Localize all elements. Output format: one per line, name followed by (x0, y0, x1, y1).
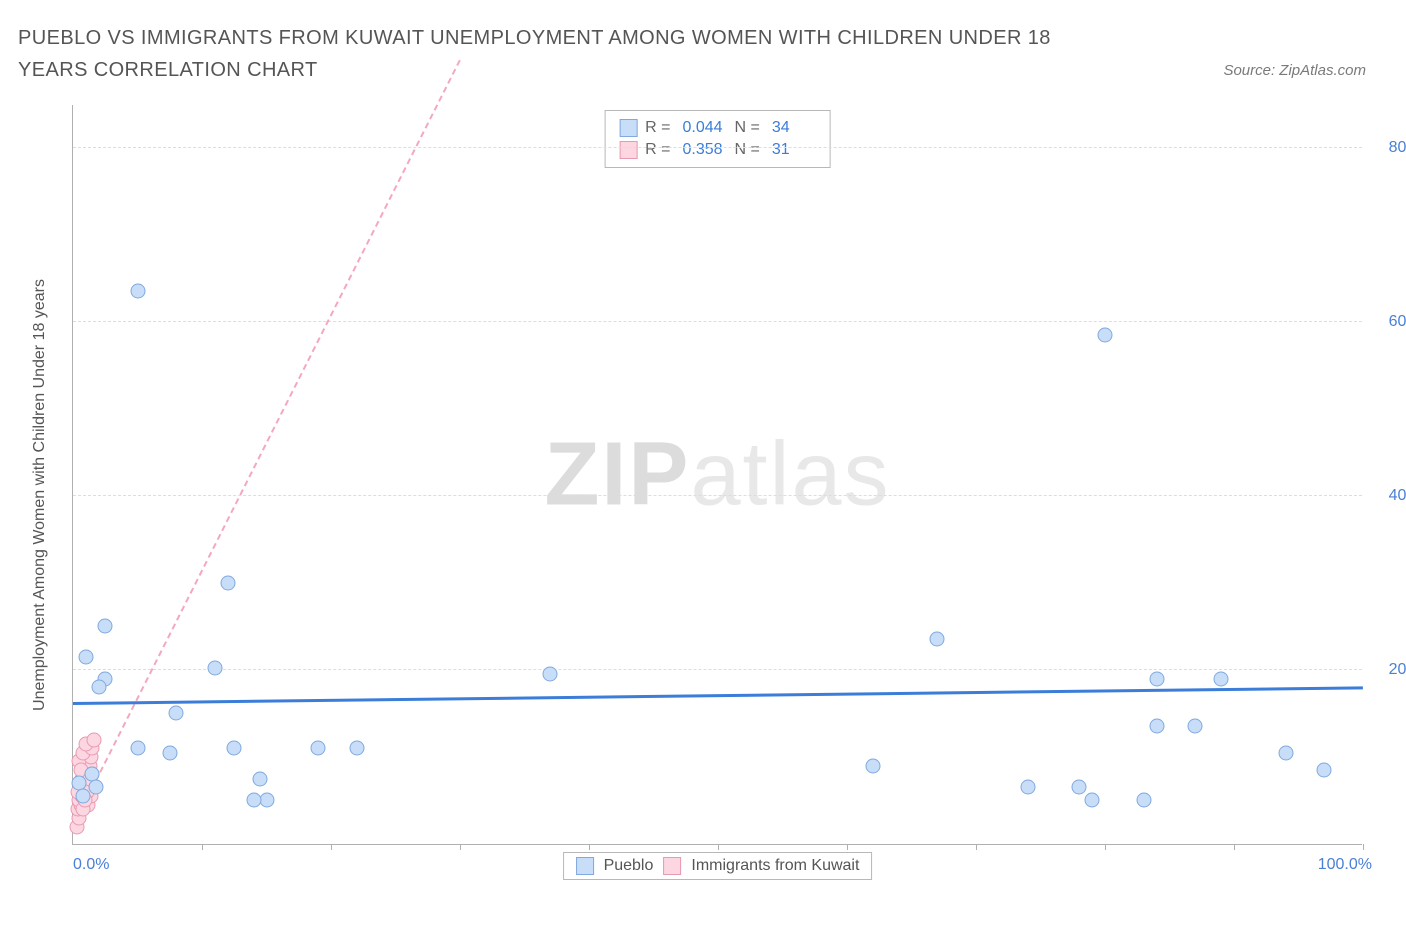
gridline-h (73, 321, 1362, 322)
data-point-pueblo (207, 661, 222, 676)
data-point-pueblo (1149, 719, 1164, 734)
data-point-pueblo (1020, 780, 1035, 795)
data-point-pueblo (865, 758, 880, 773)
y-tick-label: 40.0% (1389, 487, 1406, 505)
legend-series-label: Pueblo (604, 857, 654, 875)
y-tick-label: 80.0% (1389, 139, 1406, 157)
chart-container: Unemployment Among Women with Children U… (50, 105, 1370, 885)
x-tick (331, 844, 332, 850)
data-point-pueblo (130, 284, 145, 299)
gridline-h (73, 147, 1362, 148)
legend-n-label: N = (735, 141, 760, 159)
legend-series-label: Immigrants from Kuwait (691, 857, 859, 875)
y-axis-title: Unemployment Among Women with Children U… (31, 279, 49, 711)
y-tick-label: 20.0% (1389, 661, 1406, 679)
x-axis-max-label: 100.0% (1318, 856, 1372, 874)
data-point-pueblo (543, 667, 558, 682)
x-tick (1234, 844, 1235, 850)
watermark: ZIPatlas (544, 423, 890, 526)
chart-title: PUEBLO VS IMMIGRANTS FROM KUWAIT UNEMPLO… (18, 22, 1118, 86)
data-point-pueblo (78, 649, 93, 664)
x-tick (1105, 844, 1106, 850)
x-tick (976, 844, 977, 850)
legend-swatch (619, 119, 637, 137)
gridline-h (73, 669, 1362, 670)
data-point-pueblo (1149, 671, 1164, 686)
x-tick (1363, 844, 1364, 850)
watermark-bold: ZIP (544, 424, 690, 524)
data-point-pueblo (227, 741, 242, 756)
legend-swatch (663, 857, 681, 875)
series-legend: Pueblo Immigrants from Kuwait (563, 852, 873, 880)
legend-r-value: 0.358 (678, 141, 726, 159)
data-point-pueblo (1214, 671, 1229, 686)
legend-r-value: 0.044 (678, 119, 726, 137)
data-point-pueblo (1072, 780, 1087, 795)
legend-swatch (619, 141, 637, 159)
data-point-pueblo (311, 741, 326, 756)
data-point-pueblo (1136, 793, 1151, 808)
data-point-pueblo (349, 741, 364, 756)
plot-area: ZIPatlas 0.0% 100.0% R =0.044N =34R =0.3… (72, 105, 1362, 845)
data-point-pueblo (98, 619, 113, 634)
data-point-pueblo (1278, 745, 1293, 760)
data-point-pueblo (1317, 763, 1332, 778)
data-point-pueblo (1188, 719, 1203, 734)
data-point-pueblo (91, 680, 106, 695)
trendline-kuwait (72, 59, 461, 826)
x-tick (589, 844, 590, 850)
correlation-legend: R = 0.044 N = 34 R = 0.358 N = 31 (604, 110, 831, 168)
legend-r-label: R = (645, 141, 670, 159)
legend-n-label: N = (735, 119, 760, 137)
data-point-pueblo (259, 793, 274, 808)
data-point-pueblo (1098, 327, 1113, 342)
legend-r-label: R = (645, 119, 670, 137)
x-tick (202, 844, 203, 850)
watermark-light: atlas (690, 424, 890, 524)
data-point-pueblo (169, 706, 184, 721)
x-tick (847, 844, 848, 850)
data-point-pueblo (1085, 793, 1100, 808)
gridline-h (73, 495, 1362, 496)
trendline-pueblo (73, 686, 1363, 705)
source-credit: Source: ZipAtlas.com (1223, 62, 1366, 79)
data-point-pueblo (162, 745, 177, 760)
x-axis-min-label: 0.0% (73, 856, 109, 874)
data-point-pueblo (89, 780, 104, 795)
data-point-kuwait (86, 732, 101, 747)
y-tick-label: 60.0% (1389, 313, 1406, 331)
legend-swatch (576, 857, 594, 875)
legend-n-value: 34 (768, 119, 816, 137)
legend-n-value: 31 (768, 141, 816, 159)
x-tick (460, 844, 461, 850)
legend-row-kuwait: R = 0.358 N = 31 (619, 139, 816, 161)
data-point-pueblo (253, 771, 268, 786)
x-tick (718, 844, 719, 850)
legend-row-pueblo: R = 0.044 N = 34 (619, 117, 816, 139)
data-point-pueblo (130, 741, 145, 756)
data-point-pueblo (220, 575, 235, 590)
data-point-pueblo (930, 632, 945, 647)
data-point-pueblo (246, 793, 261, 808)
